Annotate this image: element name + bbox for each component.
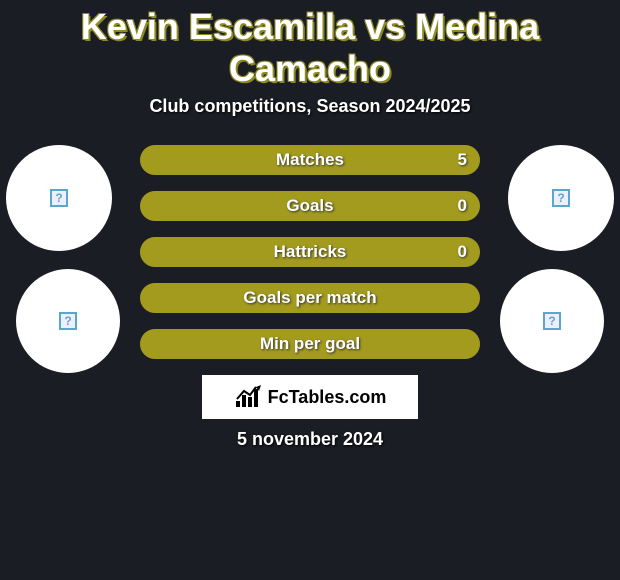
image-placeholder-icon <box>50 189 68 207</box>
comparison-area: Matches5Goals0Hattricks0Goals per matchM… <box>0 145 620 450</box>
stat-bar: Goals0 <box>140 191 480 221</box>
stat-bar-label: Hattricks <box>141 238 479 266</box>
page-title: Kevin Escamilla vs Medina Camacho <box>0 0 620 96</box>
stat-bar-value: 0 <box>458 192 467 220</box>
player1-avatar <box>6 145 112 251</box>
image-placeholder-icon <box>552 189 570 207</box>
image-placeholder-icon <box>543 312 561 330</box>
team2-avatar <box>500 269 604 373</box>
team1-avatar <box>16 269 120 373</box>
update-date: 5 november 2024 <box>0 429 620 450</box>
stat-bar-label: Min per goal <box>141 330 479 358</box>
stat-bar-value: 5 <box>458 146 467 174</box>
player2-avatar <box>508 145 614 251</box>
logo-box: FcTables.com <box>202 375 418 419</box>
stat-bar: Min per goal <box>140 329 480 359</box>
stat-bar-value: 0 <box>458 238 467 266</box>
stat-bar: Hattricks0 <box>140 237 480 267</box>
stat-bars: Matches5Goals0Hattricks0Goals per matchM… <box>140 145 480 359</box>
stat-bar-label: Goals <box>141 192 479 220</box>
fctables-logo-icon <box>234 385 264 409</box>
stat-bar-label: Goals per match <box>141 284 479 312</box>
image-placeholder-icon <box>59 312 77 330</box>
stat-bar: Matches5 <box>140 145 480 175</box>
stat-bar-label: Matches <box>141 146 479 174</box>
logo-text: FcTables.com <box>268 387 387 408</box>
page-subtitle: Club competitions, Season 2024/2025 <box>0 96 620 145</box>
stat-bar: Goals per match <box>140 283 480 313</box>
